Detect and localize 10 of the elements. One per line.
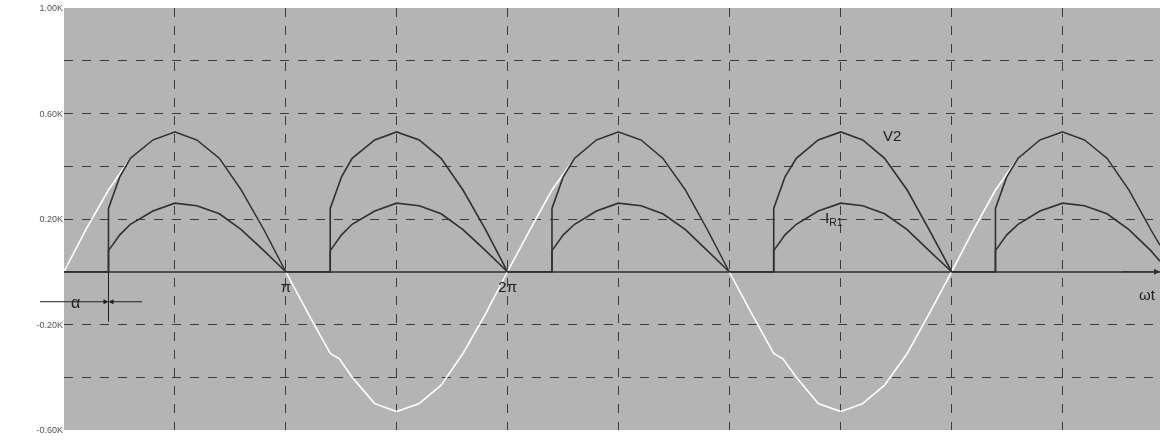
x-tick-label: 2π (498, 277, 518, 295)
y-tick-label: -0.20K (36, 319, 63, 330)
y-tick-label: 1.00K (39, 3, 63, 14)
y-tick-label: 0.60K (39, 108, 63, 119)
y-tick-label: -0.60K (36, 425, 63, 436)
series-label: I$_{R1}$ (825, 209, 843, 229)
y-tick-label: 0.20K (39, 214, 63, 225)
x-axis-title: ωt (1139, 286, 1156, 303)
series-label: V2 (883, 127, 902, 144)
x-tick-label: π (280, 277, 292, 295)
